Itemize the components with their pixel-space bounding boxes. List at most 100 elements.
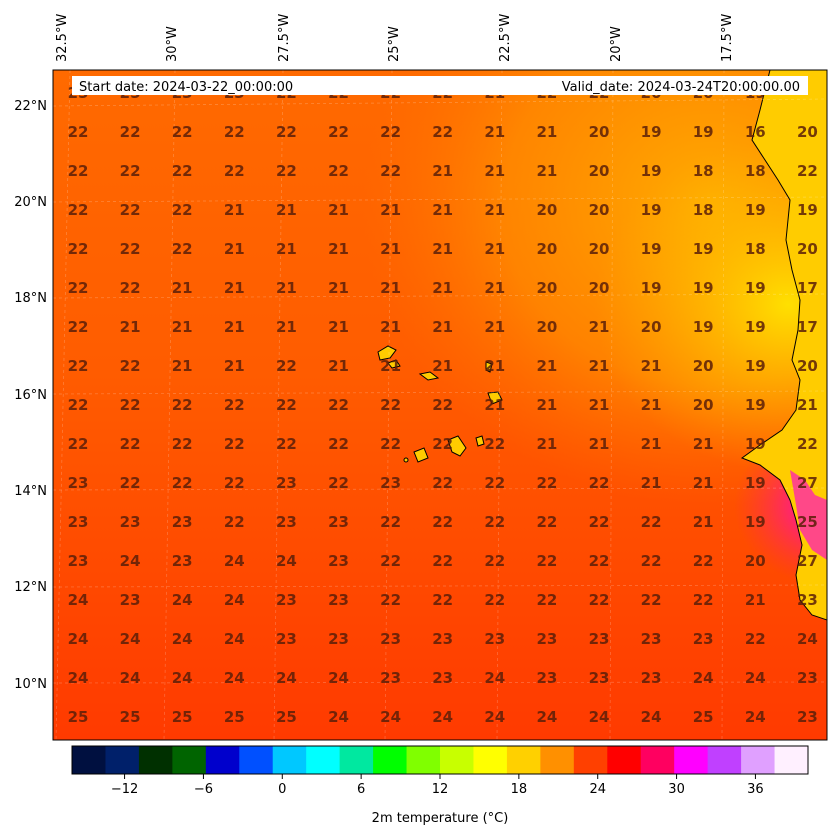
cape-verde-islands	[377, 345, 503, 463]
grid-value: 18	[745, 240, 766, 258]
grid-value: 20	[693, 357, 714, 375]
latitude-tick-label: 10°N	[14, 677, 47, 692]
grid-value: 20	[745, 552, 766, 570]
grid-value: 22	[68, 123, 89, 141]
colorbar-swatch	[272, 746, 307, 774]
grid-value: 18	[693, 201, 714, 219]
grid-value: 20	[797, 357, 818, 375]
grid-value: 24	[120, 630, 141, 648]
latitude-tick-label: 14°N	[14, 484, 47, 499]
grid-value: 24	[68, 630, 89, 648]
grid-value: 23	[172, 513, 193, 531]
grid-value: 22	[328, 162, 349, 180]
grid-value: 22	[380, 513, 401, 531]
grid-value: 24	[172, 591, 193, 609]
grid-value: 21	[380, 240, 401, 258]
grid-value: 24	[120, 552, 141, 570]
grid-value: 23	[276, 513, 297, 531]
grid-value: 21	[797, 396, 818, 414]
grid-value: 22	[172, 123, 193, 141]
grid-value: 25	[68, 708, 89, 726]
grid-value: 22	[641, 513, 662, 531]
grid-value: 22	[68, 201, 89, 219]
colorbar-swatch	[105, 746, 140, 774]
grid-value: 22	[172, 396, 193, 414]
grid-value: 21	[328, 279, 349, 297]
grid-value: 23	[693, 630, 714, 648]
grid-value: 24	[172, 630, 193, 648]
grid-value: 23	[68, 552, 89, 570]
grid-value: 22	[68, 240, 89, 258]
grid-value: 21	[432, 201, 453, 219]
grid-value: 21	[536, 123, 557, 141]
grid-value: 20	[589, 162, 610, 180]
grid-value: 22	[432, 396, 453, 414]
grid-value: 22	[120, 474, 141, 492]
grid-value: 21	[224, 318, 245, 336]
grid-value: 21	[641, 474, 662, 492]
longitude-tick-labels: 32.5°W 30°W 27.5°W 25°W 22.5°W 20°W 17.5°W	[55, 14, 735, 62]
grid-value: 22	[328, 474, 349, 492]
grid-value: 19	[641, 123, 662, 141]
latitude-tick-label: 22°N	[14, 99, 47, 114]
grid-value: 16	[745, 123, 766, 141]
colorbar-ticks: −12 −6 0 6 12 18 24 30 36	[111, 774, 764, 797]
grid-value: 23	[380, 669, 401, 687]
grid-value: 22	[172, 162, 193, 180]
graticule	[53, 70, 827, 740]
grid-value: 23	[797, 591, 818, 609]
grid-value: 23	[432, 669, 453, 687]
grid-value: 23	[276, 474, 297, 492]
grid-value: 19	[641, 240, 662, 258]
grid-value: 24	[380, 708, 401, 726]
grid-value: 22	[380, 552, 401, 570]
grid-value: 22	[536, 552, 557, 570]
colorbar-swatch	[339, 746, 374, 774]
colorbar-swatches	[72, 746, 809, 774]
grid-value: 21	[484, 396, 505, 414]
grid-value: 21	[693, 474, 714, 492]
grid-value: 21	[120, 318, 141, 336]
grid-value: 24	[172, 669, 193, 687]
colorbar-tick-label: 12	[432, 782, 449, 797]
grid-value: 19	[745, 357, 766, 375]
grid-value: 20	[641, 318, 662, 336]
colorbar-swatch	[473, 746, 508, 774]
grid-value: 21	[536, 435, 557, 453]
grid-value: 22	[120, 162, 141, 180]
grid-value: 22	[120, 240, 141, 258]
grid-value: 17	[797, 318, 818, 336]
grid-value: 23	[380, 474, 401, 492]
longitude-tick-label: 22.5°W	[498, 14, 513, 62]
date-banner: Start date: 2024-03-22_00:00:00 Valid_da…	[72, 76, 808, 95]
hot-coast-field	[53, 70, 827, 740]
grid-value: 23	[536, 669, 557, 687]
grid-value: 25	[693, 708, 714, 726]
grid-value: 24	[68, 669, 89, 687]
grid-value: 23	[120, 513, 141, 531]
grid-value: 21	[328, 201, 349, 219]
grid-value: 21	[693, 513, 714, 531]
grid-value: 20	[536, 240, 557, 258]
grid-value: 22	[68, 318, 89, 336]
grid-value: 25	[120, 708, 141, 726]
grid-value: 22	[432, 513, 453, 531]
latitude-tick-label: 12°N	[14, 580, 47, 595]
grid-value: 19	[745, 513, 766, 531]
grid-value: 22	[641, 552, 662, 570]
grid-value: 25	[797, 513, 818, 531]
colorbar-tick-label: 30	[668, 782, 685, 797]
colorbar-swatch	[774, 746, 809, 774]
grid-value: 21	[432, 240, 453, 258]
grid-value: 23	[328, 513, 349, 531]
valid-date-label: Valid_date: 2024-03-24T20:00:00.00	[562, 80, 800, 95]
grid-value: 23	[68, 513, 89, 531]
grid-value: 19	[745, 318, 766, 336]
grid-value: 24	[641, 708, 662, 726]
grid-value: 22	[484, 435, 505, 453]
grid-value: 22	[68, 279, 89, 297]
longitude-tick-label: 32.5°W	[55, 14, 70, 62]
grid-value: 22	[224, 513, 245, 531]
grid-value: 22	[432, 435, 453, 453]
grid-value: 21	[589, 435, 610, 453]
